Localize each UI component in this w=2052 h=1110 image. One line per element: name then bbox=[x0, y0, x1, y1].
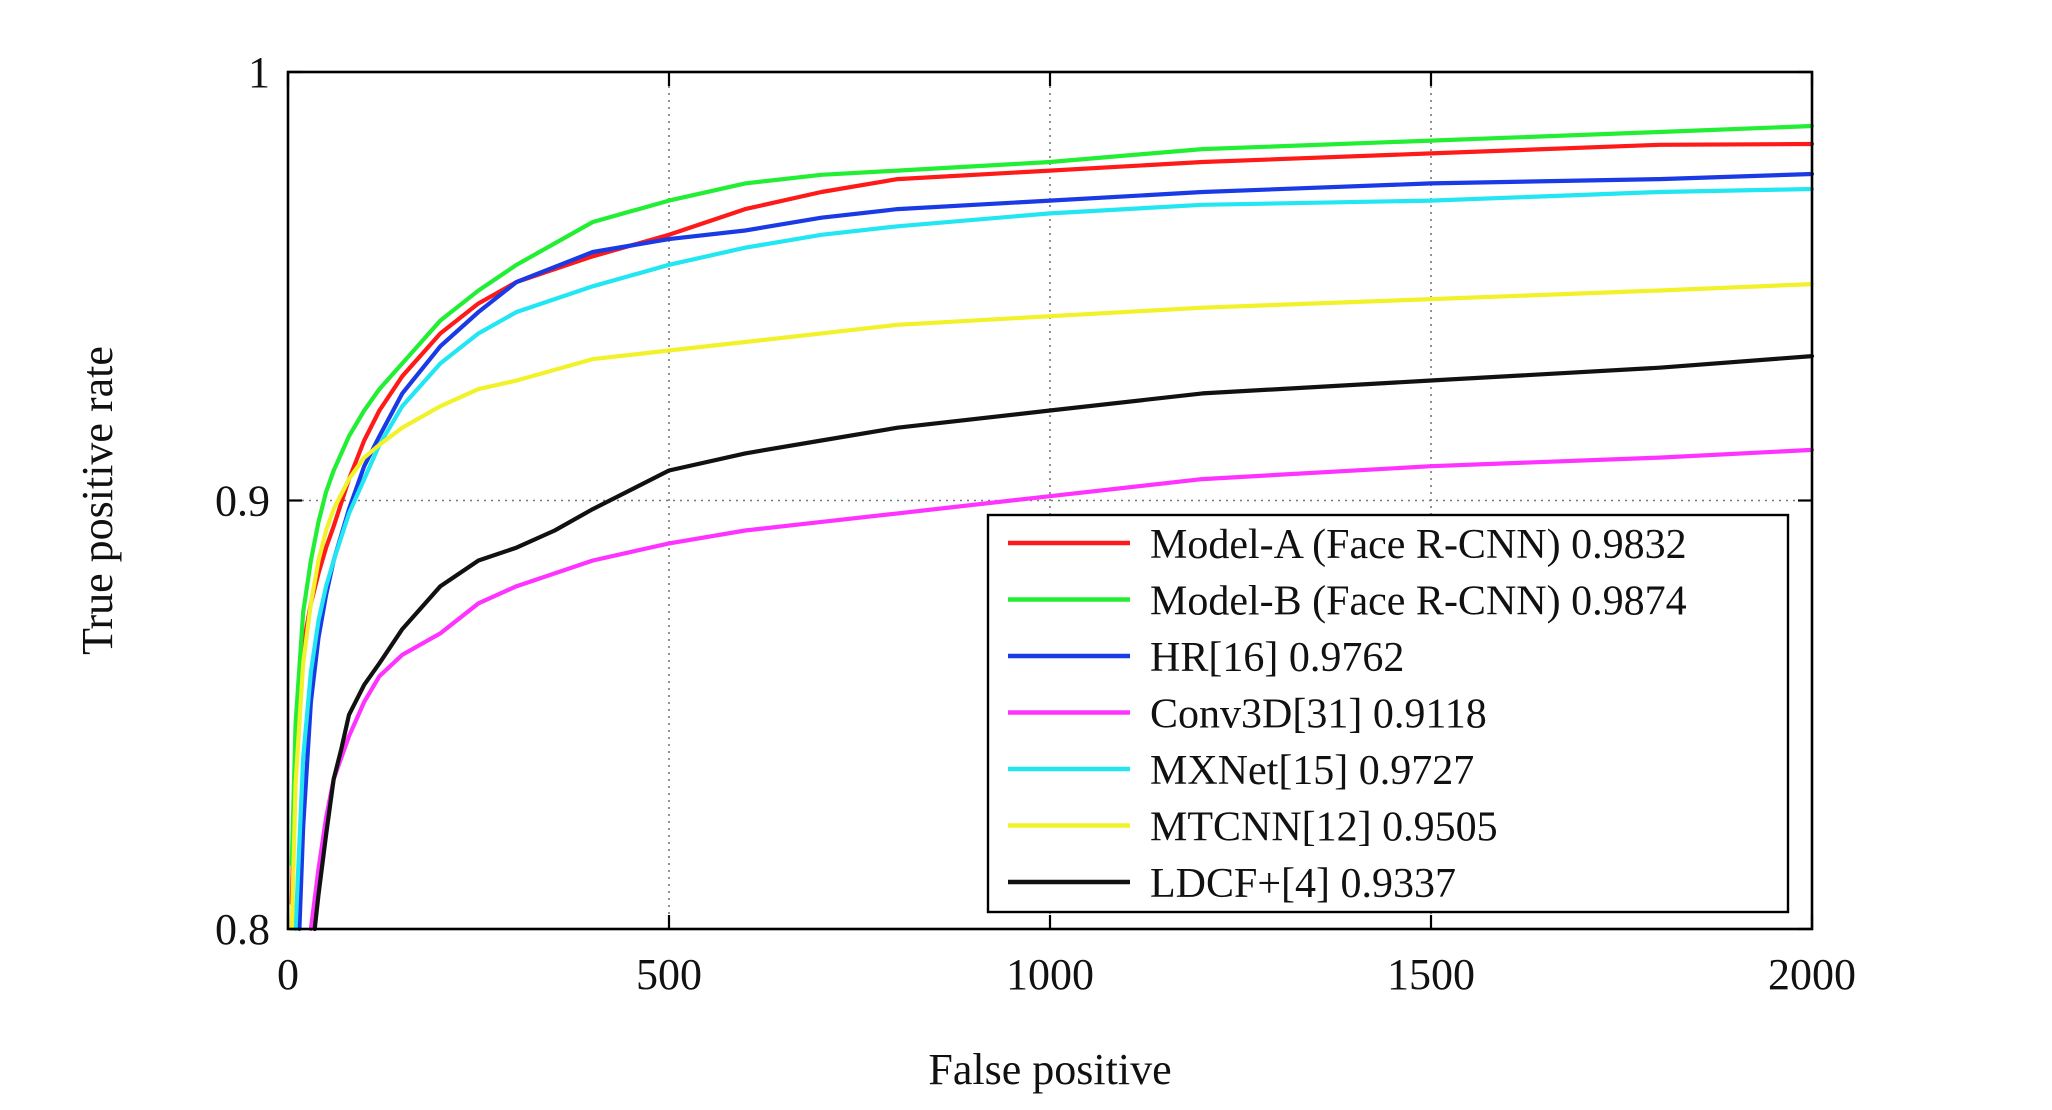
legend-label: LDCF+[4] 0.9337 bbox=[1150, 861, 1456, 907]
y-tick-label: 1 bbox=[248, 48, 270, 97]
x-tick-label: 0 bbox=[277, 950, 299, 999]
y-tick-label: 0.8 bbox=[215, 905, 270, 954]
x-tick-label: 500 bbox=[636, 950, 702, 999]
series-lines bbox=[289, 123, 1815, 932]
x-tick-label: 2000 bbox=[1768, 950, 1856, 999]
series-line bbox=[293, 186, 1815, 932]
series-line bbox=[289, 123, 1815, 867]
x-tick-label: 1000 bbox=[1006, 950, 1094, 999]
legend-label: Model-B (Face R-CNN) 0.9874 bbox=[1150, 579, 1687, 625]
legend-label: Model-A (Face R-CNN) 0.9832 bbox=[1150, 522, 1687, 568]
legend-label: HR[16] 0.9762 bbox=[1150, 635, 1404, 681]
series-line bbox=[289, 282, 1815, 932]
legend: Model-A (Face R-CNN) 0.9832 Model-B (Face… bbox=[986, 513, 1790, 914]
legend-label: MXNet[15] 0.9727 bbox=[1150, 748, 1474, 794]
y-tick-label: 0.9 bbox=[215, 477, 270, 526]
series-line bbox=[312, 354, 1815, 932]
x-tick-label: 1500 bbox=[1387, 950, 1475, 999]
legend-label: Conv3D[31] 0.9118 bbox=[1150, 692, 1487, 738]
y-axis-title: True positive rate bbox=[73, 346, 122, 655]
axis-ticks: 0 500 1000 1500 2000 0.8 0.9 1 bbox=[215, 48, 1856, 999]
legend-label: MTCNN[12] 0.9505 bbox=[1150, 805, 1498, 851]
series-line bbox=[297, 171, 1815, 932]
x-axis-title: False positive bbox=[928, 1045, 1171, 1094]
